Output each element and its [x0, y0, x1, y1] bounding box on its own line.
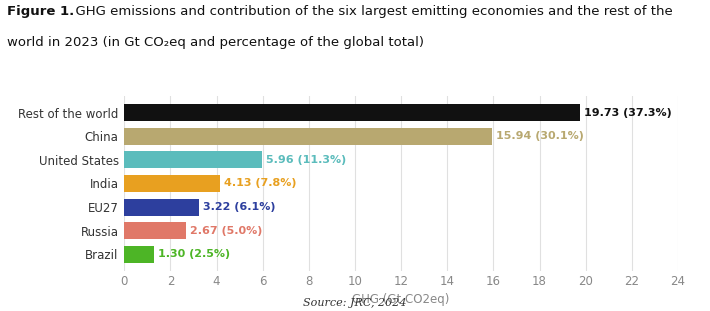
- Text: 15.94 (30.1%): 15.94 (30.1%): [496, 131, 584, 142]
- Bar: [124, 104, 579, 121]
- X-axis label: GHG (Gt CO2eq): GHG (Gt CO2eq): [352, 293, 450, 306]
- Text: Figure 1.: Figure 1.: [7, 5, 75, 18]
- Text: 1.30 (2.5%): 1.30 (2.5%): [158, 249, 231, 259]
- Bar: [124, 222, 186, 239]
- Text: 4.13 (7.8%): 4.13 (7.8%): [224, 179, 296, 188]
- Text: 3.22 (6.1%): 3.22 (6.1%): [203, 202, 275, 212]
- Bar: [124, 175, 219, 192]
- Text: Source: JRC, 2024: Source: JRC, 2024: [303, 298, 407, 308]
- Bar: [124, 246, 154, 263]
- Text: 2.67 (5.0%): 2.67 (5.0%): [190, 225, 263, 236]
- Bar: [124, 128, 492, 145]
- Text: world in 2023 (in Gt CO₂eq and percentage of the global total): world in 2023 (in Gt CO₂eq and percentag…: [7, 36, 424, 49]
- Text: 5.96 (11.3%): 5.96 (11.3%): [266, 155, 346, 165]
- Bar: [124, 151, 262, 169]
- Bar: [124, 198, 199, 216]
- Text: GHG emissions and contribution of the six largest emitting economies and the res: GHG emissions and contribution of the si…: [67, 5, 673, 18]
- Text: 19.73 (37.3%): 19.73 (37.3%): [584, 108, 672, 118]
